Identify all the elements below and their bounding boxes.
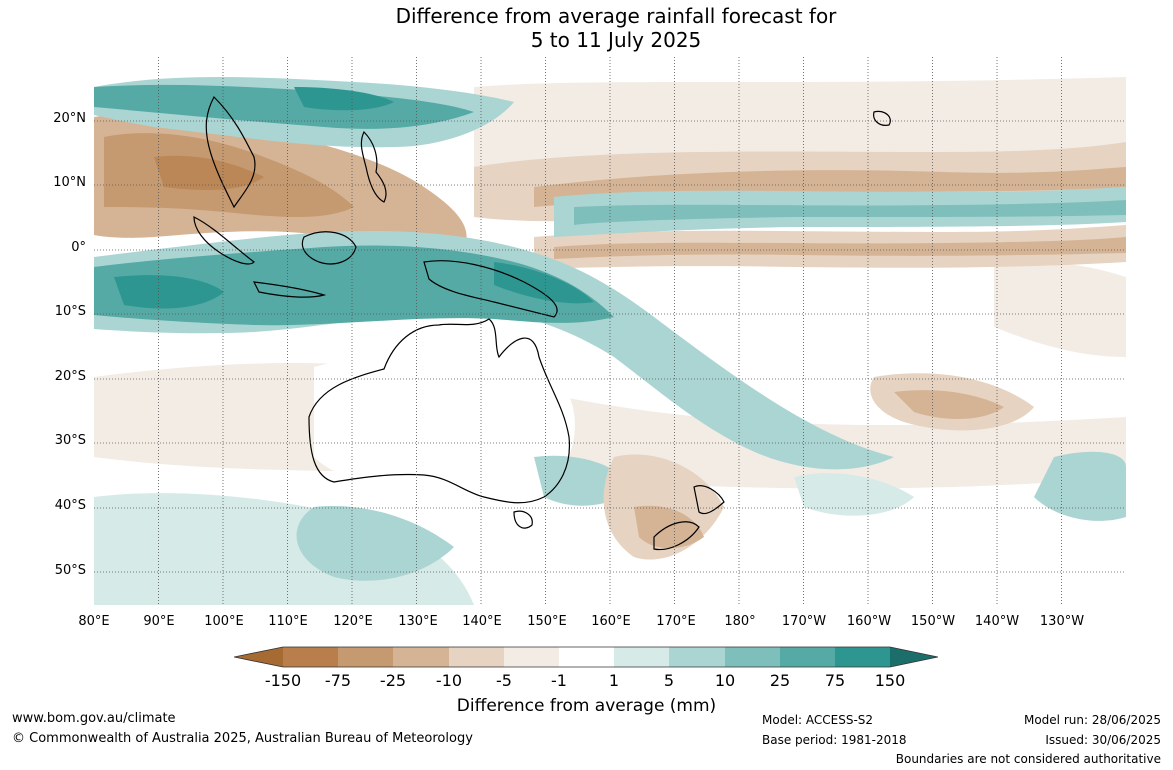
footer-issued: Issued: 30/06/2025 xyxy=(1045,733,1161,747)
legend-tick: 10 xyxy=(714,671,736,690)
legend-swatch-dry-75-25 xyxy=(338,647,393,667)
legend-swatch-dry-5-1 xyxy=(504,647,559,667)
legend-swatch-wet-10-25 xyxy=(725,647,780,667)
legend-swatch-dry-150-75 xyxy=(283,647,338,667)
lon-label-160w: 160°W xyxy=(846,614,892,629)
footer-website: www.bom.gov.au/climate xyxy=(12,711,176,726)
footer-copyright: © Commonwealth of Australia 2025, Austra… xyxy=(12,731,473,746)
lat-label-0: 0° xyxy=(71,240,86,255)
legend-swatch-wet-25-75 xyxy=(780,647,835,667)
legend-swatch-dry-25-10 xyxy=(393,647,449,667)
legend-swatch-dry-10-5 xyxy=(449,647,504,667)
lat-label-50s: 50°S xyxy=(54,563,86,578)
legend-tick: 150 xyxy=(874,671,906,690)
legend-tick: -75 xyxy=(324,671,352,690)
map-svg xyxy=(94,57,1126,605)
legend-title: Difference from average (mm) xyxy=(456,696,717,716)
lon-label-130w: 130°W xyxy=(1039,614,1085,629)
lon-label-170e: 170°E xyxy=(656,614,696,629)
legend-tick: 1 xyxy=(608,671,620,690)
legend-swatch-dry-extreme xyxy=(234,647,283,667)
map-title-line1: Difference from average rainfall forecas… xyxy=(395,4,837,28)
legend-tick: 25 xyxy=(769,671,791,690)
legend-tick: -1 xyxy=(551,671,567,690)
rainfall-anomaly-map xyxy=(94,57,1126,605)
footer-base-period: Base period: 1981-2018 xyxy=(762,733,907,747)
lon-label-90e: 90°E xyxy=(143,614,175,629)
lon-label-150w: 150°W xyxy=(910,614,956,629)
lon-label-140w: 140°W xyxy=(974,614,1020,629)
legend-tick: -10 xyxy=(435,671,463,690)
lat-label-20s: 20°S xyxy=(54,369,86,384)
legend-swatch-wet-extreme xyxy=(890,647,938,667)
legend-swatch-wet-1-5 xyxy=(614,647,669,667)
legend-swatch-wet-75-150 xyxy=(835,647,890,667)
legend-tick: -150 xyxy=(264,671,302,690)
anomaly-shading xyxy=(94,77,1126,605)
coastlines xyxy=(193,96,891,551)
legend-swatch-neutral xyxy=(559,647,614,667)
color-legend xyxy=(233,645,939,669)
lon-label-80e: 80°E xyxy=(78,614,110,629)
map-title: Difference from average rainfall forecas… xyxy=(0,4,1173,52)
legend-tick: -25 xyxy=(379,671,407,690)
lon-label-120e: 120°E xyxy=(333,614,373,629)
legend-swatch-wet-5-10 xyxy=(669,647,725,667)
lat-label-10n: 10°N xyxy=(53,175,86,190)
lon-label-130e: 130°E xyxy=(398,614,438,629)
footer-model-run: Model run: 28/06/2025 xyxy=(1023,713,1161,727)
footer-disclaimer: Boundaries are not considered authoritat… xyxy=(895,752,1161,766)
lat-label-30s: 30°S xyxy=(54,433,86,448)
graticule xyxy=(94,57,1126,605)
legend-bar xyxy=(233,646,939,668)
footer-model: Model: ACCESS-S2 xyxy=(762,713,874,727)
legend-tick: 5 xyxy=(663,671,675,690)
lon-label-140e: 140°E xyxy=(462,614,502,629)
lon-label-170w: 170°W xyxy=(781,614,827,629)
lon-label-180: 180° xyxy=(724,614,756,629)
legend-tick: -5 xyxy=(496,671,512,690)
lon-label-110e: 110°E xyxy=(268,614,308,629)
map-title-line2: 5 to 11 July 2025 xyxy=(530,28,702,52)
lat-label-20n: 20°N xyxy=(53,111,86,126)
lat-label-40s: 40°S xyxy=(54,498,86,513)
lon-label-150e: 150°E xyxy=(527,614,567,629)
lat-label-10s: 10°S xyxy=(54,304,86,319)
lon-label-100e: 100°E xyxy=(204,614,244,629)
lon-label-160e: 160°E xyxy=(591,614,631,629)
legend-tick: 75 xyxy=(824,671,846,690)
